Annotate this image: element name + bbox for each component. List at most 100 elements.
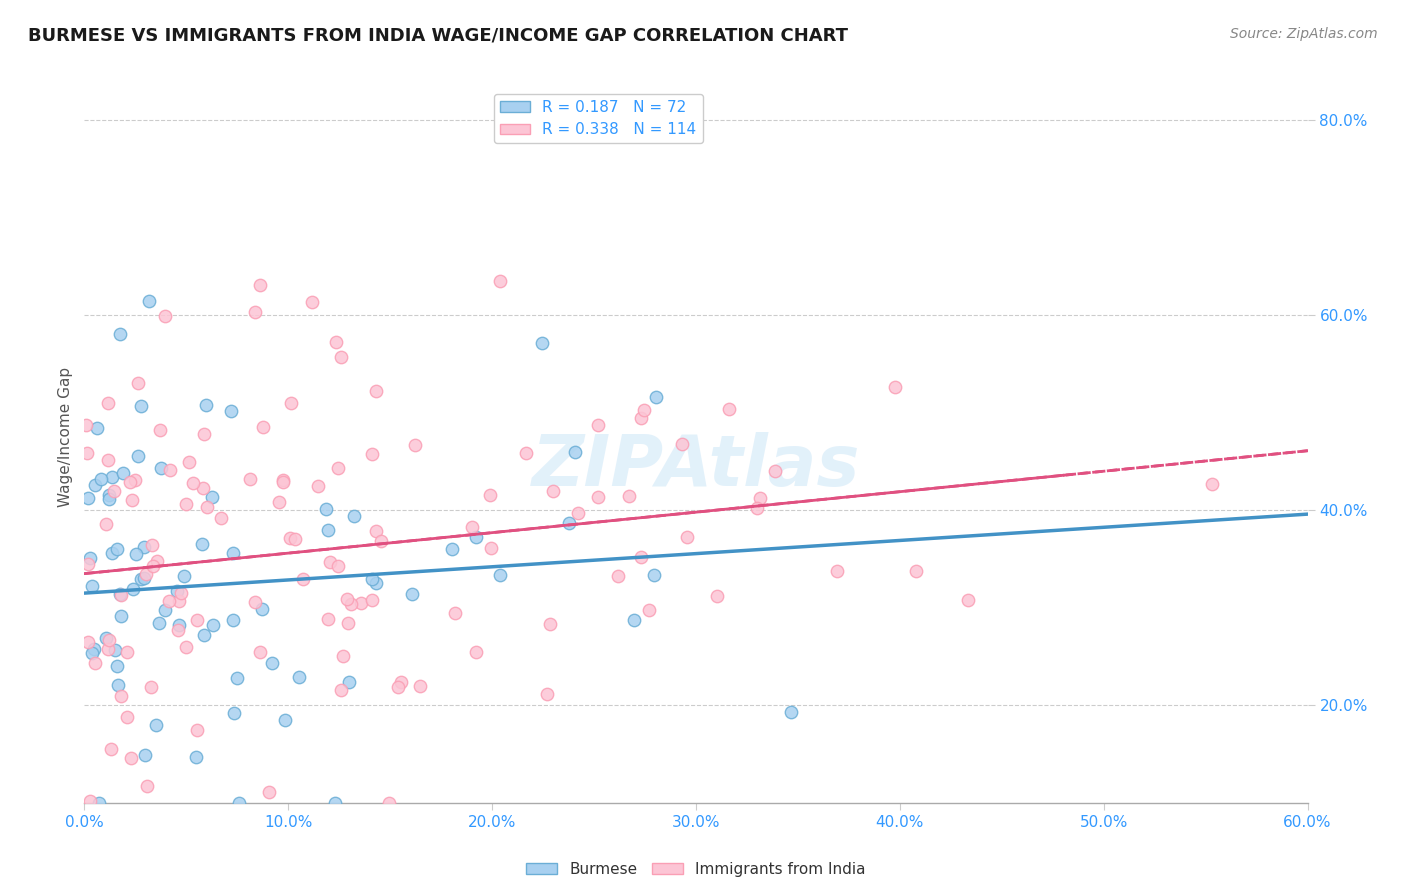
Immigrants from India xyxy=(538,616,561,631)
Burmese xyxy=(191,537,214,551)
Burmese xyxy=(184,750,207,764)
Burmese xyxy=(274,713,297,727)
Immigrants from India xyxy=(478,488,501,502)
Immigrants from India xyxy=(120,750,142,764)
Burmese xyxy=(224,706,246,720)
Text: BURMESE VS IMMIGRANTS FROM INDIA WAGE/INCOME GAP CORRELATION CHART: BURMESE VS IMMIGRANTS FROM INDIA WAGE/IN… xyxy=(28,27,848,45)
Burmese xyxy=(138,293,160,308)
Immigrants from India xyxy=(479,541,502,555)
Immigrants from India xyxy=(389,675,412,690)
Immigrants from India xyxy=(318,612,340,626)
Burmese xyxy=(262,656,284,670)
Immigrants from India xyxy=(567,506,589,520)
Immigrants from India xyxy=(825,564,848,578)
Immigrants from India xyxy=(461,519,484,533)
Immigrants from India xyxy=(330,682,353,697)
Immigrants from India xyxy=(169,586,191,600)
Burmese xyxy=(97,488,120,502)
Burmese xyxy=(489,568,512,582)
Burmese xyxy=(201,490,224,504)
Immigrants from India xyxy=(159,463,181,477)
Burmese xyxy=(132,540,155,554)
Burmese xyxy=(194,398,217,412)
Burmese xyxy=(112,466,135,480)
Immigrants from India xyxy=(301,295,323,310)
Burmese xyxy=(315,501,337,516)
Burmese xyxy=(148,616,170,631)
Text: Source: ZipAtlas.com: Source: ZipAtlas.com xyxy=(1230,27,1378,41)
Burmese xyxy=(105,541,128,556)
Immigrants from India xyxy=(174,497,197,511)
Burmese xyxy=(323,796,346,810)
Immigrants from India xyxy=(364,524,387,538)
Burmese xyxy=(343,508,366,523)
Burmese xyxy=(90,472,112,486)
Immigrants from India xyxy=(77,635,100,649)
Burmese xyxy=(129,400,152,414)
Immigrants from India xyxy=(142,558,165,573)
Immigrants from India xyxy=(637,602,659,616)
Immigrants from India xyxy=(271,473,294,487)
Immigrants from India xyxy=(284,532,307,546)
Burmese xyxy=(222,546,245,560)
Immigrants from India xyxy=(350,596,373,610)
Burmese xyxy=(127,449,149,463)
Burmese xyxy=(250,602,273,616)
Immigrants from India xyxy=(183,475,205,490)
Burmese xyxy=(364,575,387,590)
Immigrants from India xyxy=(186,723,208,738)
Burmese xyxy=(132,571,155,585)
Immigrants from India xyxy=(280,396,302,410)
Immigrants from India xyxy=(193,427,215,442)
Immigrants from India xyxy=(378,796,401,810)
Burmese xyxy=(780,705,803,719)
Immigrants from India xyxy=(127,376,149,390)
Burmese xyxy=(167,618,190,632)
Immigrants from India xyxy=(136,779,159,793)
Immigrants from India xyxy=(671,437,693,451)
Burmese xyxy=(107,678,129,692)
Immigrants from India xyxy=(249,645,271,659)
Burmese xyxy=(149,460,172,475)
Immigrants from India xyxy=(135,567,157,582)
Immigrants from India xyxy=(153,309,176,323)
Immigrants from India xyxy=(252,420,274,434)
Burmese xyxy=(623,613,645,627)
Burmese xyxy=(101,470,124,484)
Immigrants from India xyxy=(617,489,640,503)
Burmese xyxy=(94,631,117,645)
Burmese xyxy=(83,641,105,656)
Burmese xyxy=(76,491,98,505)
Burmese xyxy=(107,659,129,673)
Immigrants from India xyxy=(957,592,980,607)
Immigrants from India xyxy=(100,741,122,756)
Burmese xyxy=(86,421,108,435)
Immigrants from India xyxy=(607,568,630,582)
Burmese xyxy=(166,584,188,599)
Immigrants from India xyxy=(146,554,169,568)
Immigrants from India xyxy=(318,555,340,569)
Burmese xyxy=(288,670,311,684)
Immigrants from India xyxy=(267,495,290,509)
Immigrants from India xyxy=(360,593,382,607)
Immigrants from India xyxy=(121,493,143,508)
Immigrants from India xyxy=(278,531,301,545)
Immigrants from India xyxy=(748,491,770,506)
Immigrants from India xyxy=(489,274,512,288)
Immigrants from India xyxy=(103,484,125,499)
Immigrants from India xyxy=(905,564,928,578)
Burmese xyxy=(464,530,486,544)
Immigrants from India xyxy=(186,613,208,627)
Immigrants from India xyxy=(94,517,117,532)
Immigrants from India xyxy=(75,418,97,433)
Burmese xyxy=(440,541,463,556)
Burmese xyxy=(643,568,665,582)
Immigrants from India xyxy=(361,447,384,461)
Burmese xyxy=(80,578,103,592)
Immigrants from India xyxy=(98,633,121,648)
Immigrants from India xyxy=(676,530,699,544)
Burmese xyxy=(219,403,242,417)
Immigrants from India xyxy=(630,549,652,564)
Burmese xyxy=(82,646,104,660)
Immigrants from India xyxy=(718,402,741,417)
